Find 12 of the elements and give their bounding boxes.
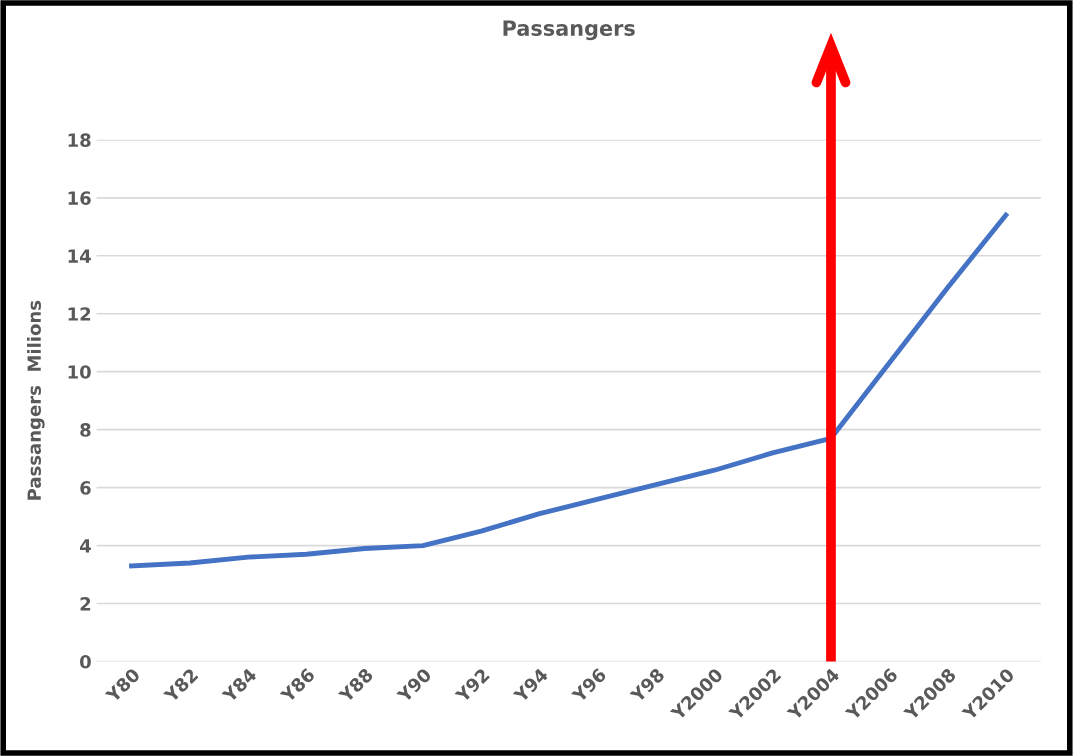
y-tick-label: 10: [68, 365, 91, 379]
y-tick-label: 14: [68, 249, 91, 263]
y-tick-label: 18: [68, 133, 91, 147]
y-tick-label: 0: [80, 654, 91, 669]
chart-title: Passangers: [503, 20, 635, 41]
y-tick-label: 4: [79, 539, 91, 553]
y-tick-label: 6: [80, 481, 91, 495]
y-tick-label: 8: [80, 423, 91, 437]
y-tick-label: 12: [68, 307, 91, 321]
y-axis-title: Passangers Milions: [27, 300, 45, 500]
y-tick-label: 16: [68, 191, 91, 205]
y-tick-label: 2: [80, 597, 91, 611]
